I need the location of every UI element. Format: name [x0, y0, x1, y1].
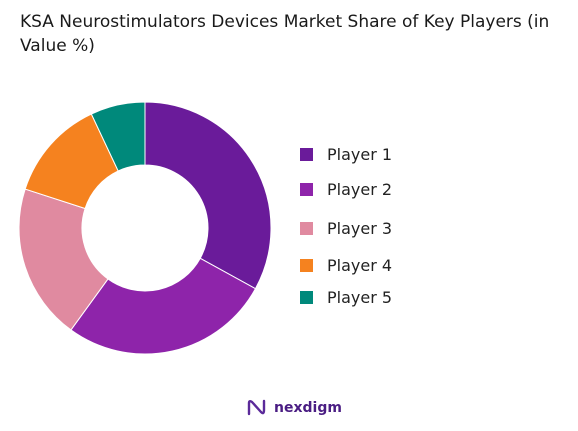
legend-swatch-player-4 [300, 259, 313, 272]
legend-swatch-player-3 [300, 222, 313, 235]
legend-swatch-player-5 [300, 291, 313, 304]
nexdigm-logo-icon [247, 399, 266, 416]
brand-name: nexdigm [274, 400, 342, 416]
chart-title: KSA Neurostimulators Devices Market Shar… [20, 12, 550, 56]
legend-label-player-1: Player 1 [327, 145, 393, 164]
donut-slice-player-3 [18, 188, 109, 331]
brand-logo: nexdigm [246, 398, 342, 418]
legend-label-player-4: Player 4 [327, 256, 393, 275]
legend-swatch-player-2 [300, 183, 313, 196]
legend-item-player-2: Player 2 [300, 180, 392, 199]
legend-item-player-3: Player 3 [300, 219, 392, 238]
slices-group [18, 101, 272, 355]
donut-slice-player-2 [70, 257, 257, 355]
legend-label-player-2: Player 2 [327, 180, 393, 199]
legend-swatch-player-1 [300, 148, 313, 161]
legend-item-player-4: Player 4 [300, 256, 392, 275]
donut-slice-player-1 [144, 101, 272, 290]
legend-label-player-3: Player 3 [327, 219, 393, 238]
legend-item-player-5: Player 5 [300, 288, 392, 307]
legend-item-player-1: Player 1 [300, 145, 392, 164]
legend-label-player-5: Player 5 [327, 288, 393, 307]
donut-slice-player-5 [90, 101, 146, 172]
